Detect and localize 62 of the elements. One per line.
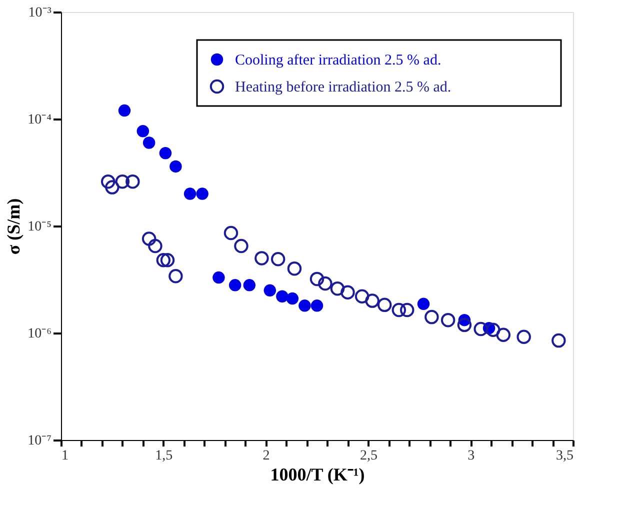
x-tick-label: 1,5 — [155, 448, 173, 464]
x-tick-label: 3 — [468, 448, 475, 464]
point — [148, 238, 162, 254]
point — [142, 232, 156, 246]
point — [392, 302, 406, 318]
point — [276, 290, 288, 302]
point — [417, 298, 430, 310]
y-tick-label: 10⁻⁶ — [28, 326, 52, 342]
point — [474, 322, 488, 336]
point — [354, 289, 370, 304]
point — [310, 300, 324, 312]
point — [400, 302, 414, 318]
point — [115, 174, 130, 189]
point — [196, 188, 208, 200]
x-tick-label: 1 — [62, 448, 68, 464]
point — [318, 276, 332, 291]
x-tick-label: 2 — [262, 448, 270, 464]
point — [298, 300, 311, 312]
x-tick-label: 3,5 — [556, 448, 574, 464]
point — [156, 252, 171, 268]
point — [184, 188, 196, 200]
y-tick-label: 10⁻⁵ — [28, 220, 52, 234]
point — [142, 136, 156, 149]
point — [424, 310, 439, 324]
point — [254, 251, 269, 266]
point — [228, 279, 242, 292]
point — [486, 322, 500, 337]
point — [212, 271, 225, 284]
point — [168, 269, 183, 284]
point — [440, 312, 456, 328]
point — [286, 292, 299, 305]
y-tick-label: 10⁻⁷ — [28, 434, 52, 448]
point — [126, 174, 140, 189]
point — [552, 333, 566, 348]
legend-label: Heating before irradiation 2.5 % ad. — [235, 80, 452, 96]
point — [170, 160, 182, 173]
point — [310, 272, 324, 286]
point — [105, 180, 120, 194]
point — [516, 330, 531, 344]
point — [224, 226, 238, 240]
point — [270, 252, 286, 266]
point — [287, 261, 302, 276]
x-tick-label: 2,5 — [360, 448, 378, 464]
point — [160, 252, 175, 268]
y-axis-title: σ (S/m) — [4, 198, 24, 255]
point — [118, 104, 131, 117]
point — [340, 285, 355, 300]
x-axis-title: 1000/T (K⁻¹) — [270, 464, 365, 484]
point — [330, 281, 345, 296]
point — [243, 279, 256, 292]
point — [377, 298, 392, 312]
point — [264, 284, 276, 297]
point — [365, 294, 380, 308]
y-tick-label: 10⁻⁴ — [28, 112, 52, 128]
legend-label: Cooling after irradiation 2.5 % ad. — [235, 52, 442, 68]
point — [234, 238, 248, 254]
y-tick-label: 10⁻³ — [28, 6, 52, 20]
point — [159, 146, 172, 160]
point — [136, 125, 150, 138]
point — [496, 328, 510, 342]
point — [100, 174, 116, 189]
point — [457, 318, 472, 332]
